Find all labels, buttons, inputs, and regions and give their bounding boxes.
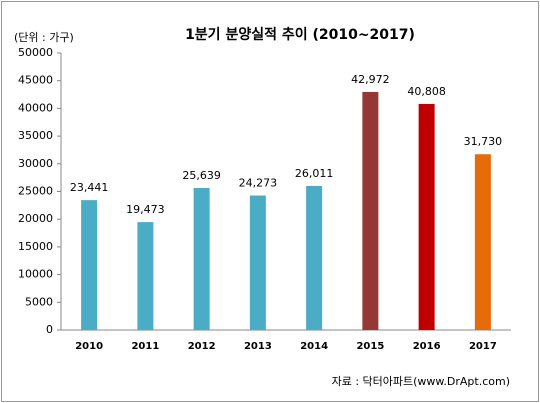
y-tick-label: 25000 [18, 185, 53, 198]
value-label: 42,972 [351, 73, 390, 86]
x-tick-label: 2013 [244, 341, 272, 352]
y-tick-label: 0 [46, 323, 53, 336]
value-label: 40,808 [407, 85, 446, 98]
value-label: 26,011 [295, 167, 334, 180]
bar [249, 195, 266, 330]
x-tick-label: 2014 [300, 341, 328, 352]
y-tick-label: 10000 [18, 268, 53, 281]
x-tick-label: 2012 [188, 341, 216, 352]
bar [474, 154, 491, 330]
y-tick-label: 35000 [18, 129, 53, 142]
y-tick-label: 45000 [18, 74, 53, 87]
value-label: 19,473 [126, 203, 165, 216]
unit-label: (단위 : 가구) [14, 31, 74, 44]
source: 자료 : 닥터아파트(www.DrApt.com) [332, 375, 510, 388]
bar [418, 103, 435, 331]
x-tick-label: 2016 [413, 341, 441, 352]
bar [81, 200, 98, 330]
y-tick-label: 40000 [18, 101, 53, 114]
bar [362, 91, 379, 330]
value-label: 31,730 [464, 135, 503, 148]
y-tick-label: 50000 [18, 46, 53, 59]
chart-title: 1분기 분양실적 추이 (2010~2017) [185, 26, 415, 43]
bar [137, 222, 154, 330]
bar [306, 185, 323, 330]
value-label: 24,273 [239, 177, 278, 190]
x-tick-label: 2011 [131, 341, 159, 352]
x-tick-label: 2017 [469, 341, 497, 352]
y-tick-label: 15000 [18, 240, 53, 253]
bar [193, 187, 210, 330]
y-tick-label: 30000 [18, 157, 53, 170]
value-label: 25,639 [182, 169, 221, 182]
x-tick-label: 2010 [75, 341, 103, 352]
x-tick-label: 2015 [356, 341, 384, 352]
y-tick-label: 5000 [25, 295, 53, 308]
y-tick-label: 20000 [18, 212, 53, 225]
value-label: 23,441 [70, 181, 109, 194]
